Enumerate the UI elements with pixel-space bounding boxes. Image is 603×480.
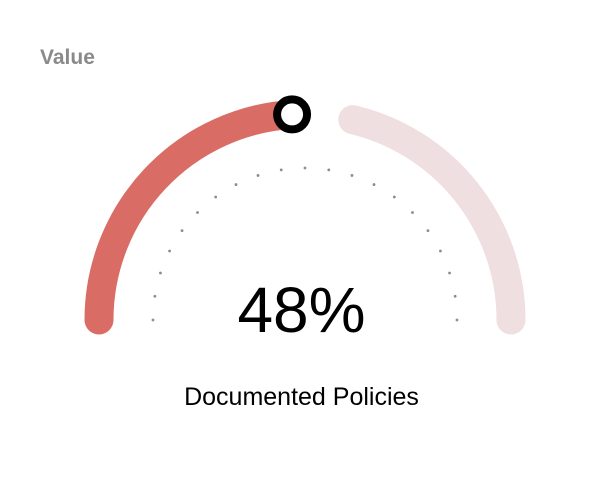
gauge-scale-dot (196, 211, 199, 214)
gauge-scale-dot (214, 195, 218, 199)
gauge-scale-dot (303, 166, 307, 170)
gauge-scale-dot (159, 271, 162, 275)
gauge-scale-dot (151, 318, 155, 322)
gauge-scale-dot (453, 294, 457, 298)
gauge-scale-dot (180, 229, 184, 233)
gauge-dotted-scale (151, 166, 459, 322)
gauge-scale-dot (153, 294, 157, 298)
card-header-label: Value (40, 46, 95, 69)
gauge-track-arc (338, 105, 526, 335)
gauge-scale-dot (350, 174, 354, 177)
gauge-scale-dot (168, 249, 171, 253)
gauge-scale-dot (234, 183, 238, 186)
gauge-scale-dot (256, 174, 260, 177)
gauge-caption: Documented Policies (184, 383, 419, 411)
gauge-value-text: 48% (237, 274, 366, 346)
gauge-scale-dot (439, 249, 442, 253)
gauge-scale-dot (327, 168, 331, 172)
gauge-scale-dot (372, 183, 376, 186)
gauge-scale-dot (448, 271, 451, 275)
gauge-scale-dot (411, 211, 414, 214)
gauge-scale-dot (455, 318, 459, 322)
gauge-value-knob[interactable] (273, 95, 312, 134)
gauge-scale-dot (279, 168, 283, 172)
gauge-scale-dot (392, 195, 396, 199)
gauge-scale-dot (426, 229, 430, 233)
gauge-filled-arc (84, 99, 307, 335)
